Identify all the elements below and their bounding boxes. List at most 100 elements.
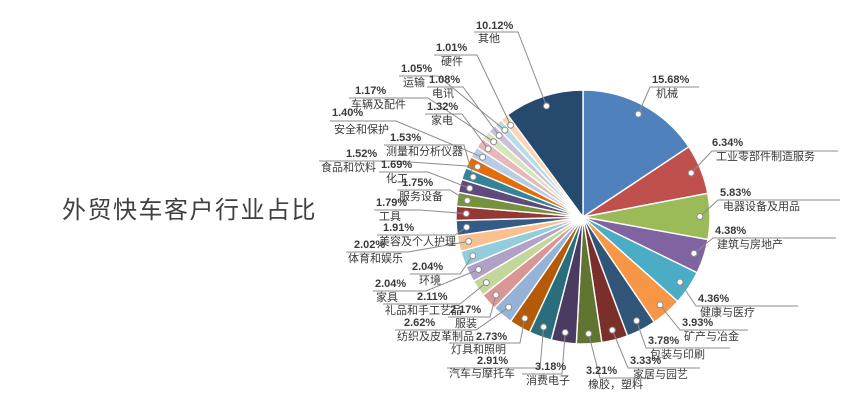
- slice-category-label: 家居与园艺: [633, 369, 688, 381]
- slice-category-label: 橡胶，塑料: [588, 379, 643, 391]
- slice-category-label: 电器设备及用品: [723, 201, 800, 213]
- slice-percent-label: 2.04%: [412, 261, 444, 273]
- slice-anchor-dot-5: [656, 301, 664, 309]
- slice-anchor-dot-21: [466, 184, 474, 192]
- slice-anchor-dot-22: [469, 173, 477, 181]
- slice-percent-label: 1.91%: [383, 222, 415, 234]
- slice-percent-label: 2.17%: [450, 304, 482, 316]
- slice-anchor-dot-18: [463, 223, 471, 231]
- slice-percent-label: 1.32%: [427, 101, 459, 113]
- slice-percent-label: 2.04%: [375, 278, 407, 290]
- slice-percent-label: 1.75%: [402, 177, 434, 189]
- slice-anchor-dot-25: [484, 145, 492, 153]
- slice-percent-label: 3.78%: [648, 335, 680, 347]
- leader-line-26: [349, 97, 494, 143]
- slice-anchor-dot-2: [696, 213, 704, 220]
- leader-line-19: [374, 209, 467, 215]
- slice-anchor-dot-3: [690, 249, 698, 257]
- slice-anchor-dot-9: [561, 329, 569, 336]
- leader-line-23: [319, 160, 478, 168]
- slice-anchor-dot-30: [543, 102, 550, 110]
- slice-anchor-dot-27: [495, 132, 503, 139]
- slice-anchor-dot-6: [633, 317, 641, 325]
- slice-category-label: 运输: [403, 77, 425, 89]
- slice-anchor-dot-26: [490, 138, 498, 146]
- slice-percent-label: 2.62%: [404, 317, 436, 329]
- slice-percent-label: 1.01%: [436, 42, 468, 54]
- slice-category-label: 环境: [419, 275, 441, 287]
- leader-line-11: [449, 318, 526, 344]
- slice-percent-label: 2.73%: [476, 331, 508, 343]
- leader-line-12: [395, 306, 509, 331]
- slice-category-label: 消费电子: [526, 375, 570, 387]
- slice-anchor-dot-0: [634, 110, 642, 118]
- slice-anchor-dot-8: [585, 330, 593, 338]
- slice-category-label: 工业零部件制造服务: [716, 151, 815, 163]
- slice-anchor-dot-10: [540, 323, 548, 331]
- leader-line-27: [427, 86, 500, 136]
- slice-percent-label: 1.40%: [332, 107, 364, 119]
- leader-line-6: [636, 320, 730, 349]
- slice-anchor-dot-13: [492, 291, 500, 299]
- leader-line-13: [448, 294, 497, 318]
- slice-category-label: 工具: [379, 211, 401, 223]
- slice-anchor-dot-4: [676, 278, 684, 286]
- leader-line-0: [637, 86, 699, 115]
- slice-percent-label: 2.11%: [417, 291, 448, 303]
- slice-percent-label: 1.05%: [401, 63, 433, 75]
- leader-line-28: [399, 75, 506, 131]
- leader-line-14: [383, 282, 487, 305]
- slice-category-label: 其他: [478, 33, 500, 45]
- slice-percent-label: 10.12%: [476, 20, 514, 32]
- leader-line-4: [679, 281, 798, 307]
- slice-percent-label: 1.53%: [390, 132, 422, 144]
- leader-line-5: [659, 304, 748, 331]
- slice-percent-label: 1.08%: [429, 74, 461, 86]
- slice-anchor-dot-23: [474, 163, 482, 171]
- slice-category-label: 服务设备: [399, 191, 443, 203]
- slice-category-label: 硬件: [441, 56, 463, 68]
- slice-category-label: 体育和娱乐: [348, 253, 403, 265]
- slice-percent-label: 3.18%: [535, 361, 567, 373]
- leader-line-1: [690, 150, 838, 174]
- slice-category-label: 测量和分析仪器: [386, 146, 463, 158]
- slice-category-label: 纺织及皮革制品: [397, 331, 474, 343]
- slice-anchor-dot-17: [465, 237, 473, 245]
- slice-category-label: 化工: [386, 173, 408, 185]
- leader-line-25: [425, 113, 489, 150]
- slice-percent-label: 1.17%: [355, 85, 387, 97]
- slice-category-label: 服装: [455, 318, 477, 330]
- leader-line-9: [522, 332, 566, 375]
- slice-anchor-dot-19: [462, 210, 470, 218]
- slice-category-label: 车辆及配件: [351, 99, 406, 111]
- slice-percent-label: 3.93%: [682, 317, 714, 329]
- slice-percent-label: 4.38%: [715, 225, 747, 237]
- slice-anchor-dot-12: [505, 303, 513, 311]
- pie-slice-0: [582, 89, 690, 218]
- slice-category-label: 包装与印刷: [650, 349, 705, 361]
- slice-category-label: 礼品和手工艺品: [385, 305, 462, 317]
- leader-line-3: [693, 237, 836, 254]
- slice-anchor-dot-28: [501, 126, 509, 134]
- leader-line-30: [474, 31, 547, 107]
- slice-percent-label: 1.69%: [381, 159, 413, 171]
- slice-percent-label: 1.79%: [376, 197, 408, 209]
- chart-title: 外贸快车客户行业占比: [62, 197, 317, 224]
- slice-percent-label: 2.02%: [354, 239, 386, 251]
- leader-line-10: [447, 326, 545, 369]
- slice-anchor-dot-20: [463, 197, 471, 205]
- slice-category-label: 电讯: [432, 88, 454, 100]
- slice-percent-label: 3.33%: [630, 355, 662, 367]
- slice-anchor-dot-11: [521, 314, 529, 322]
- slice-percent-label: 4.36%: [698, 293, 730, 305]
- slice-category-label: 矿产与冶金: [684, 331, 739, 343]
- slice-category-label: 汽车与摩托车: [449, 368, 515, 380]
- slice-percent-label: 3.21%: [586, 365, 618, 377]
- slice-anchor-dot-24: [479, 153, 487, 161]
- slice-anchor-dot-1: [687, 169, 695, 177]
- slice-percent-label: 1.52%: [346, 148, 378, 160]
- slice-percent-label: 6.34%: [712, 137, 744, 149]
- leader-line-17: [346, 240, 469, 253]
- leader-line-18: [377, 226, 467, 236]
